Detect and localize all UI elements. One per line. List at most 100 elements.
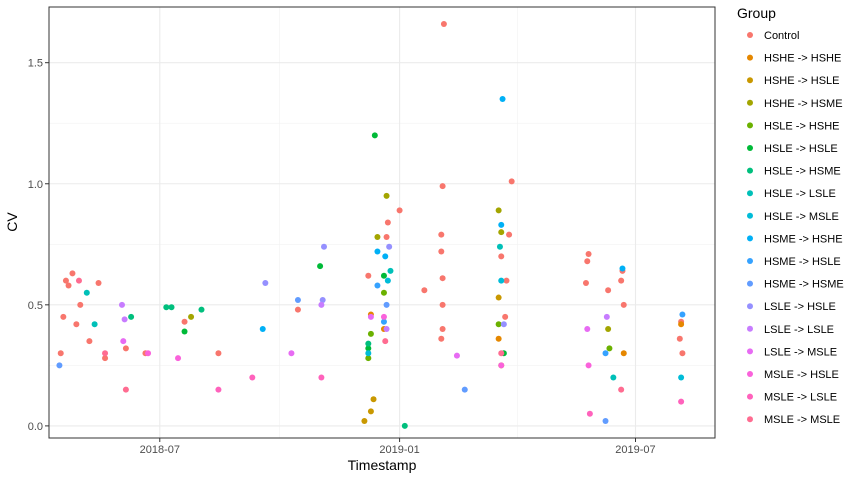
data-point [69, 270, 76, 277]
y-tick-label: 0.0 [28, 421, 43, 433]
data-point [370, 396, 377, 403]
data-point [380, 289, 387, 296]
legend-label: HSLE -> HSME [764, 166, 841, 178]
x-tick-label: 2018-07 [140, 444, 180, 456]
data-point [380, 272, 387, 279]
legend-key [747, 258, 753, 264]
legend-key [747, 416, 753, 423]
data-point [602, 350, 609, 357]
data-point [365, 340, 372, 347]
legend-key [747, 393, 753, 400]
data-point [679, 311, 686, 318]
data-point [679, 350, 686, 357]
legend-label: MSLE -> LSLE [764, 392, 837, 404]
data-point [498, 350, 505, 357]
data-point [619, 265, 626, 272]
data-point [585, 362, 592, 369]
data-point [259, 326, 266, 333]
y-axis-title: CV [4, 212, 20, 232]
data-point [498, 229, 505, 236]
data-point [678, 398, 685, 405]
data-point [262, 280, 269, 287]
data-point [374, 248, 381, 255]
data-point [65, 282, 72, 289]
data-point [678, 374, 685, 381]
data-point [367, 313, 374, 320]
legend-label: MSLE -> MSLE [764, 414, 840, 426]
data-point [496, 243, 503, 250]
data-point [122, 386, 129, 393]
data-point [175, 355, 182, 362]
legend-label: LSLE -> MSLE [764, 346, 837, 358]
legend-key [747, 122, 753, 129]
legend-label: Control [764, 30, 799, 42]
data-point [294, 306, 301, 313]
data-point [440, 20, 447, 27]
data-point [383, 192, 390, 199]
legend-key [747, 190, 753, 197]
data-point [361, 418, 368, 425]
data-point [495, 294, 502, 301]
data-point [198, 306, 205, 313]
data-point [678, 321, 685, 328]
data-point [163, 304, 170, 311]
data-point [383, 234, 390, 241]
data-point [371, 132, 378, 139]
data-point [95, 280, 102, 287]
data-point [502, 313, 509, 320]
data-point [122, 345, 129, 352]
data-point [384, 277, 391, 284]
data-point [401, 422, 408, 429]
data-point [57, 350, 64, 357]
data-point [582, 280, 589, 287]
panel-background [49, 7, 715, 438]
data-point [365, 345, 372, 352]
data-point [75, 277, 82, 284]
data-point [77, 301, 84, 308]
data-point [620, 350, 627, 357]
y-tick-label: 0.5 [28, 300, 43, 312]
data-point [495, 321, 502, 328]
data-point [498, 277, 505, 284]
data-point [215, 350, 222, 357]
data-point [83, 289, 90, 296]
data-point [503, 277, 510, 284]
data-point [91, 321, 98, 328]
data-point [584, 326, 591, 333]
data-point [102, 350, 109, 357]
legend-label: HSLE -> MSLE [764, 211, 839, 223]
data-point [439, 183, 446, 190]
data-point [181, 328, 188, 335]
data-point [317, 263, 324, 270]
data-point [367, 408, 374, 415]
data-point [610, 374, 617, 381]
data-point [439, 275, 446, 282]
data-point [606, 345, 613, 352]
legend-label: HSME -> HSME [764, 279, 844, 291]
legend-key [747, 303, 753, 310]
legend-label: HSLE -> HSLE [764, 143, 838, 155]
data-point [387, 267, 394, 274]
major-gridlines [49, 7, 715, 438]
data-point [495, 335, 502, 342]
data-point [495, 207, 502, 214]
legend: Group Control HSHE -> HSHE HSHE -> HSLE HSH… [737, 5, 844, 426]
data-point [367, 330, 374, 337]
legend-key [747, 77, 753, 84]
data-point [365, 272, 372, 279]
data-point [499, 96, 506, 103]
legend-key [747, 212, 753, 219]
data-point [62, 277, 69, 284]
data-point [620, 301, 627, 308]
data-point [438, 231, 445, 238]
data-point [380, 313, 387, 320]
data-point [382, 253, 389, 260]
legend-key [747, 54, 753, 61]
data-point [508, 178, 515, 185]
y-tick-label: 1.0 [28, 179, 43, 191]
data-point [421, 287, 428, 294]
data-point [120, 338, 127, 345]
data-point [121, 316, 128, 323]
data-point [249, 374, 256, 381]
